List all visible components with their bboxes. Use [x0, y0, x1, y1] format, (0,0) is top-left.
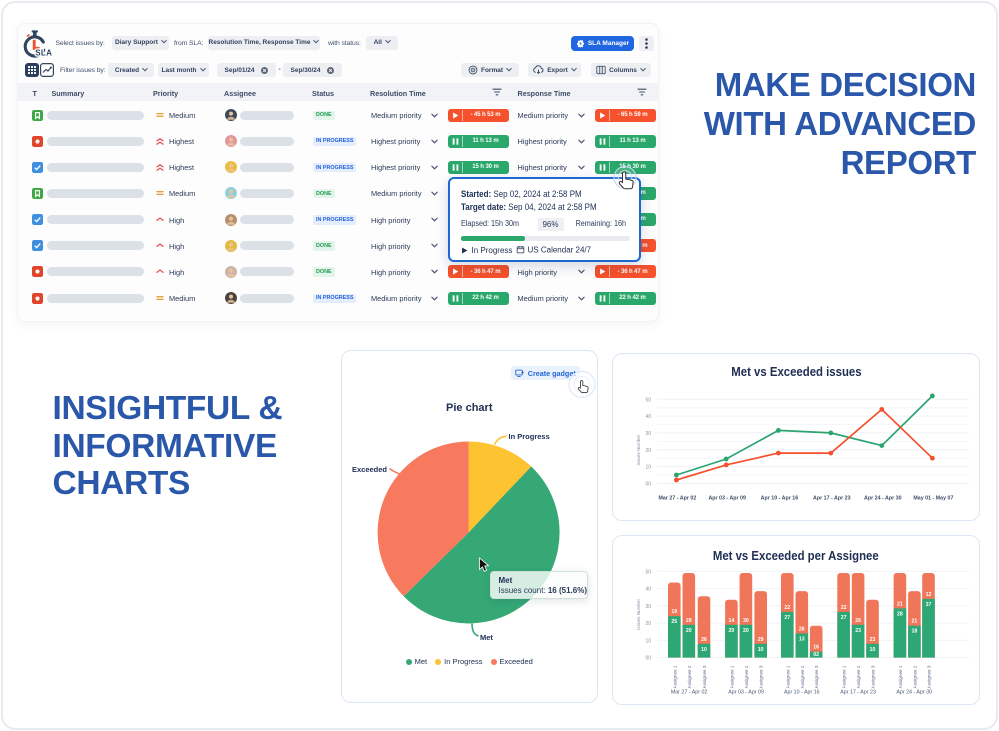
svg-text:Apr 17 - Apr 23: Apr 17 - Apr 23 — [813, 496, 851, 502]
svg-text:21: 21 — [912, 619, 918, 625]
svg-text:Assignee 3: Assignee 3 — [814, 665, 819, 688]
svg-text:10: 10 — [701, 647, 707, 653]
svg-text:Assignee 1: Assignee 1 — [898, 665, 903, 688]
svg-text:Mar 27 - Apr 02: Mar 27 - Apr 02 — [671, 690, 708, 696]
svg-text:Assignee 1: Assignee 1 — [842, 665, 847, 688]
svg-text:Assignee 1: Assignee 1 — [785, 665, 790, 688]
svg-text:Issues Number: Issues Number — [636, 598, 641, 629]
svg-text:Issues Number: Issues Number — [636, 434, 641, 465]
svg-text:10: 10 — [645, 465, 651, 471]
svg-text:12: 12 — [926, 592, 932, 598]
svg-text:20: 20 — [645, 621, 651, 627]
svg-text:10: 10 — [758, 647, 764, 653]
svg-text:27: 27 — [784, 615, 790, 621]
svg-text:50: 50 — [645, 569, 651, 575]
svg-text:18: 18 — [912, 629, 918, 635]
svg-text:22: 22 — [841, 605, 847, 611]
svg-text:30: 30 — [743, 618, 749, 624]
svg-text:00: 00 — [645, 481, 651, 487]
svg-text:Assignee 3: Assignee 3 — [927, 665, 932, 688]
svg-text:Apr 03 - Apr 09: Apr 03 - Apr 09 — [728, 690, 764, 696]
svg-text:27: 27 — [841, 615, 847, 621]
svg-text:30: 30 — [645, 431, 651, 437]
svg-text:20: 20 — [645, 448, 651, 454]
svg-text:20: 20 — [729, 628, 735, 634]
svg-text:02: 02 — [813, 652, 819, 658]
svg-text:26: 26 — [701, 637, 707, 643]
svg-text:Assignee 2: Assignee 2 — [744, 665, 749, 688]
svg-text:Apr 17 - Apr 23: Apr 17 - Apr 23 — [840, 690, 876, 696]
svg-text:29: 29 — [758, 637, 764, 643]
svg-text:19: 19 — [671, 609, 677, 615]
svg-text:20: 20 — [743, 628, 749, 634]
svg-text:25: 25 — [671, 619, 677, 625]
svg-text:Assignee 1: Assignee 1 — [672, 665, 677, 688]
svg-text:26: 26 — [855, 618, 861, 624]
svg-text:SLA: SLA — [35, 48, 52, 57]
svg-text:Assignee 1: Assignee 1 — [729, 665, 734, 688]
svg-text:16: 16 — [813, 645, 819, 651]
svg-text:37: 37 — [926, 602, 932, 608]
svg-text:Assignee 3: Assignee 3 — [759, 665, 764, 688]
svg-text:Assignee 2: Assignee 2 — [800, 665, 805, 688]
svg-text:13: 13 — [799, 636, 805, 642]
svg-text:Apr 10 - Apr 16: Apr 10 - Apr 16 — [784, 690, 820, 696]
svg-text:40: 40 — [645, 414, 651, 420]
svg-text:Assignee 3: Assignee 3 — [871, 665, 876, 688]
svg-text:20: 20 — [686, 628, 692, 634]
svg-text:Assignee 3: Assignee 3 — [702, 665, 707, 688]
svg-text:23: 23 — [855, 628, 861, 634]
svg-text:Assignee 2: Assignee 2 — [856, 665, 861, 688]
svg-text:00: 00 — [645, 656, 651, 662]
svg-text:May 01 - May 07: May 01 - May 07 — [913, 496, 953, 502]
svg-text:Apr 24 - Apr 30: Apr 24 - Apr 30 — [896, 690, 932, 696]
svg-text:14: 14 — [729, 618, 735, 624]
svg-text:22: 22 — [784, 605, 790, 611]
svg-text:23: 23 — [870, 637, 876, 643]
svg-text:Mar 27 - Apr 02: Mar 27 - Apr 02 — [659, 496, 697, 502]
svg-text:29: 29 — [686, 618, 692, 624]
svg-text:Assignee 2: Assignee 2 — [687, 665, 692, 688]
svg-text:Assignee 2: Assignee 2 — [912, 665, 917, 688]
svg-text:26: 26 — [799, 626, 805, 632]
svg-text:28: 28 — [897, 611, 903, 617]
svg-text:10: 10 — [645, 638, 651, 644]
svg-text:Apr 10 - Apr 16: Apr 10 - Apr 16 — [761, 496, 799, 502]
svg-text:30: 30 — [645, 604, 651, 610]
svg-text:Apr 03 - Apr 09: Apr 03 - Apr 09 — [708, 496, 746, 502]
svg-text:40: 40 — [645, 587, 651, 593]
svg-text:50: 50 — [645, 397, 651, 403]
svg-text:21: 21 — [897, 601, 903, 607]
svg-text:Apr 24 - Apr 30: Apr 24 - Apr 30 — [864, 496, 902, 502]
svg-text:10: 10 — [870, 647, 876, 653]
